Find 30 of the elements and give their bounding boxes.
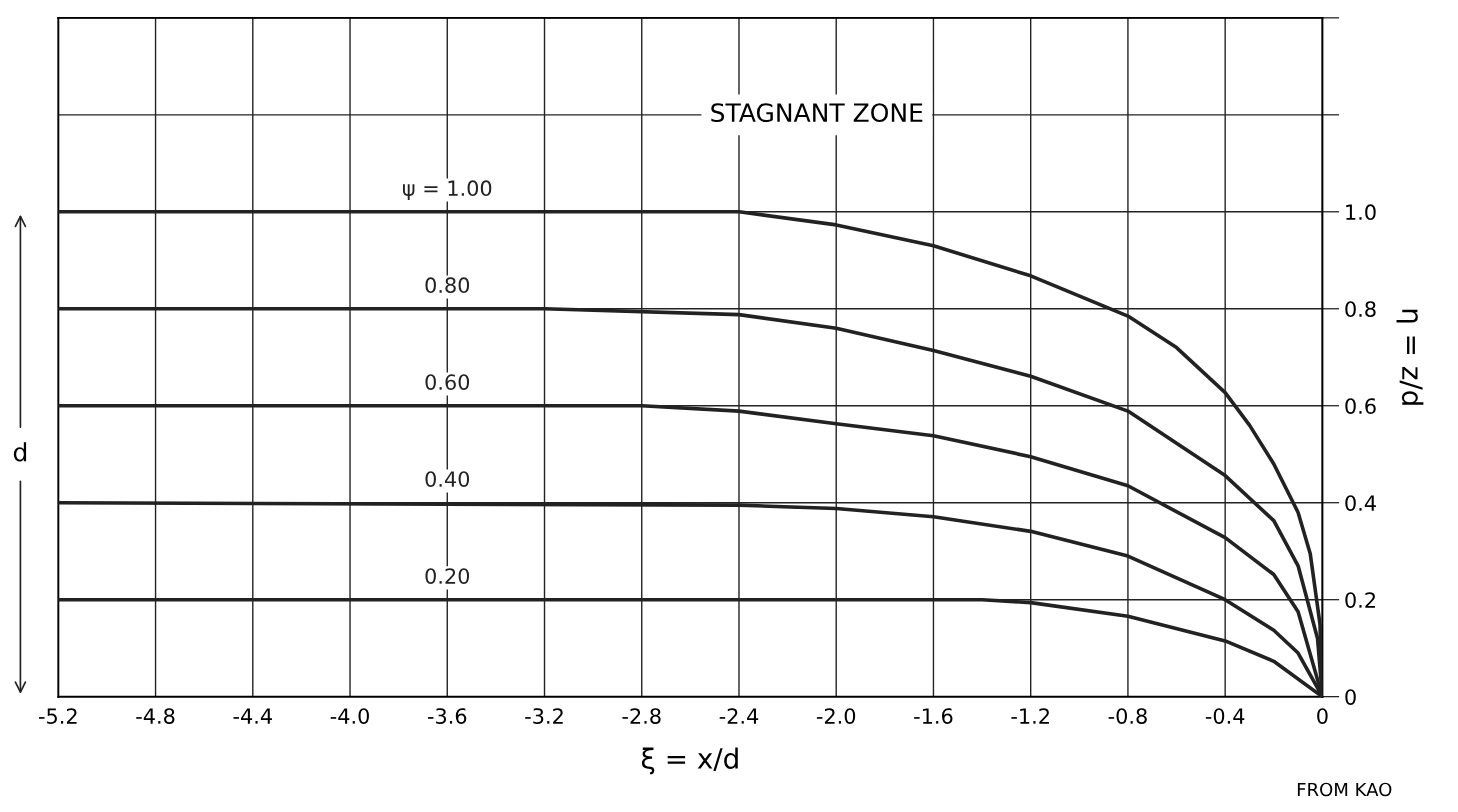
text: FROM KAO: [1297, 782, 1392, 797]
text: d: [13, 442, 27, 462]
annotation: STAGNANT ZONE: [711, 103, 923, 123]
x-tick-label: -5.2: [39, 708, 77, 724]
y-tick-label: 0.6: [1345, 398, 1376, 414]
series-label: 0.80: [425, 277, 470, 294]
x-tick-label: -2.8: [622, 708, 661, 724]
x-tick-label: -1.2: [1011, 708, 1049, 724]
x-tick-label: -4.0: [330, 708, 369, 724]
series-label: ψ = 1.00: [402, 180, 492, 201]
series-label: 0.20: [425, 568, 470, 584]
y-tick-label: 0.2: [1345, 592, 1375, 608]
x-tick-label: -2.0: [816, 708, 856, 724]
x-axis-title: ξ = x/d: [641, 747, 738, 775]
x-tick-label: -4.8: [136, 708, 175, 724]
y-tick-label: 0.8: [1345, 301, 1376, 317]
x-tick-label: -3.6: [427, 708, 467, 724]
y-axis-title: η = z/d: [1396, 309, 1424, 405]
x-tick-label: -4.4: [233, 708, 272, 724]
series-label: 0.40: [425, 471, 470, 487]
y-tick-label: 1.0: [1346, 204, 1376, 221]
x-tick-label: -0.8: [1108, 708, 1147, 724]
x-tick-label: -3.2: [525, 708, 563, 724]
y-tick-label: 0.4: [1345, 495, 1376, 511]
x-tick-label: -1.6: [914, 708, 953, 724]
series-label: 0.60: [425, 374, 470, 390]
x-tick-label: 0: [1317, 708, 1328, 724]
x-tick-label: -2.4: [719, 708, 759, 724]
x-tick-label: -0.4: [1205, 708, 1245, 724]
y-tick-label: 0: [1345, 689, 1356, 705]
